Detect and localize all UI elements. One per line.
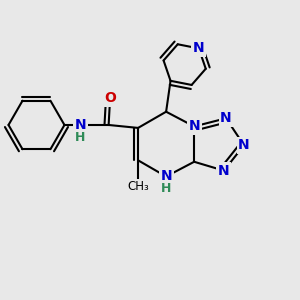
Text: N: N	[238, 138, 250, 152]
Text: N: N	[188, 119, 200, 134]
Text: N: N	[220, 111, 232, 125]
Text: N: N	[160, 169, 172, 184]
Text: CH₃: CH₃	[127, 180, 149, 193]
Text: N: N	[193, 41, 205, 56]
Text: N: N	[75, 118, 86, 132]
Text: H: H	[161, 182, 171, 195]
Text: H: H	[75, 131, 85, 144]
Text: O: O	[104, 92, 116, 106]
Text: N: N	[218, 164, 230, 178]
